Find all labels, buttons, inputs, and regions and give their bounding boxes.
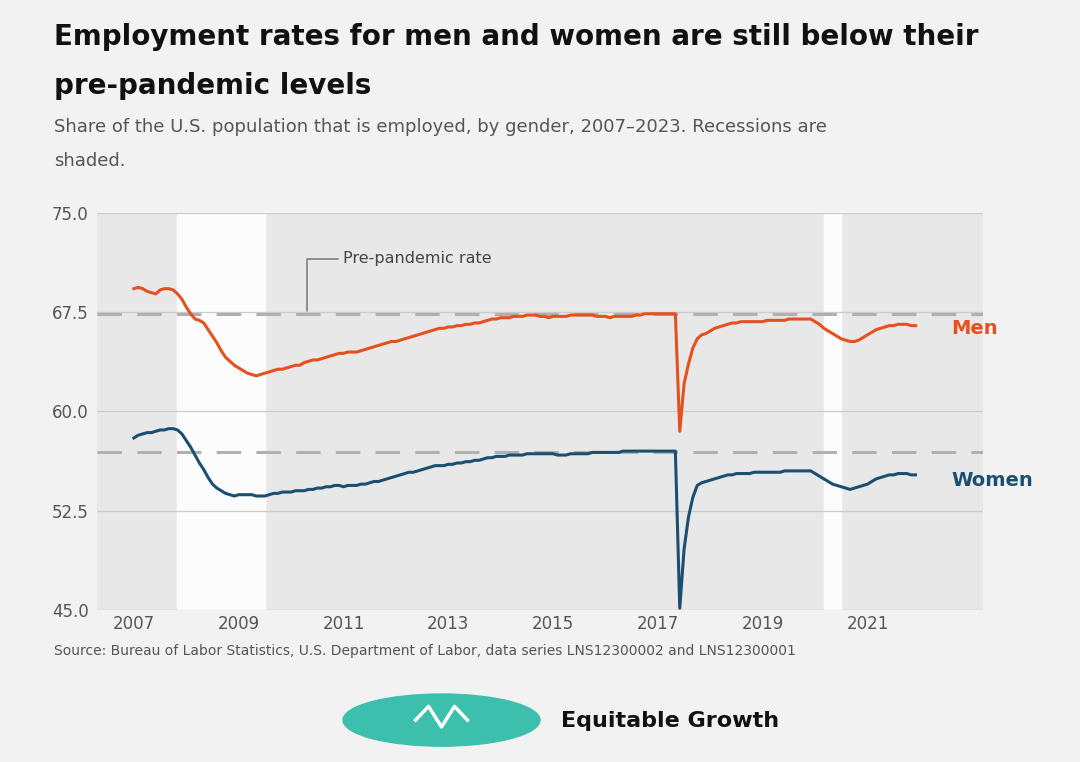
Text: Women: Women	[951, 471, 1034, 490]
Text: Source: Bureau of Labor Statistics, U.S. Department of Labor, data series LNS123: Source: Bureau of Labor Statistics, U.S.…	[54, 644, 796, 658]
Text: Equitable Growth: Equitable Growth	[561, 712, 779, 732]
Text: Employment rates for men and women are still below their: Employment rates for men and women are s…	[54, 23, 978, 51]
Text: Men: Men	[951, 319, 998, 338]
Text: Pre-pandemic rate: Pre-pandemic rate	[307, 251, 492, 311]
Text: pre-pandemic levels: pre-pandemic levels	[54, 72, 372, 101]
Bar	[824, 213, 841, 610]
Text: shaded.: shaded.	[54, 152, 125, 171]
Bar	[177, 213, 265, 610]
Text: Share of the U.S. population that is employed, by gender, 2007–2023. Recessions : Share of the U.S. population that is emp…	[54, 118, 827, 136]
Circle shape	[343, 694, 540, 746]
